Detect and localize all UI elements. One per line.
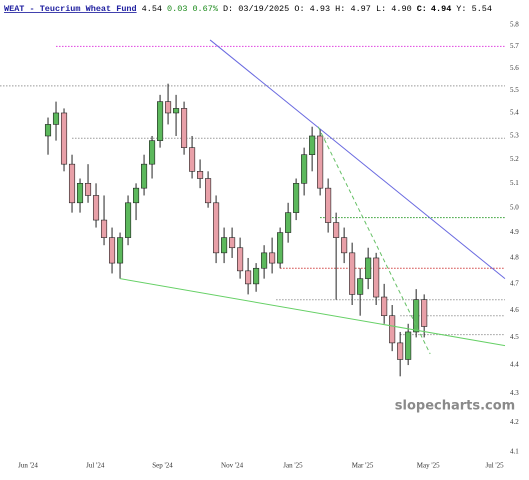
candle-body <box>381 296 388 317</box>
candle-body <box>365 257 372 279</box>
candle-body <box>293 183 300 213</box>
y-tick-label: 4.5 <box>510 333 519 341</box>
x-tick-label: Jan '25 <box>283 462 303 470</box>
candle-body <box>189 147 196 172</box>
y-tick-label: 4.1 <box>510 448 519 456</box>
x-tick-label: Sep '24 <box>152 462 173 470</box>
y-tick-label: 5.0 <box>510 203 519 211</box>
watermark: slopecharts.com <box>395 399 515 414</box>
candle-body <box>149 140 156 165</box>
candle-body <box>173 108 180 114</box>
candle-body <box>269 252 276 264</box>
y-tick-label: 4.6 <box>510 306 519 314</box>
candle-body <box>309 135 316 155</box>
candle-body <box>301 154 308 184</box>
y-tick-label: 4.8 <box>510 254 519 262</box>
candle-body <box>60 112 68 165</box>
x-tick-label: May '25 <box>417 462 440 470</box>
candle-body <box>92 195 100 221</box>
change: 0.03 <box>167 4 187 14</box>
y-tick-label: 5.6 <box>510 64 519 72</box>
candle-body <box>397 342 404 360</box>
candle-body <box>245 270 252 285</box>
candle-body <box>325 187 332 223</box>
candle-body <box>221 237 228 254</box>
y-tick-label: 4.3 <box>510 389 519 397</box>
close: 4.94 <box>431 4 451 14</box>
extra: Y: 5.54 <box>456 4 492 14</box>
y-tick-label: 5.3 <box>510 132 519 140</box>
last: 4.54 <box>142 4 162 14</box>
candle-body <box>357 278 364 295</box>
candle-body <box>125 202 132 238</box>
candle-body <box>84 183 92 196</box>
candle-body <box>229 237 236 249</box>
y-tick-label: 5.4 <box>510 109 519 117</box>
candle-body <box>108 237 116 264</box>
y-tick-label: 5.7 <box>510 42 519 50</box>
candle-body <box>76 183 84 204</box>
candle-body <box>237 247 244 272</box>
candle-body <box>44 124 52 137</box>
change-pct: 0.67% <box>192 4 218 14</box>
y-tick-label: 5.1 <box>510 179 519 187</box>
candle-body <box>205 178 212 204</box>
x-tick-label: Jul '25 <box>486 462 505 470</box>
y-tick-label: 5.5 <box>510 86 519 94</box>
candle-body <box>213 202 220 254</box>
quote-info: D: 03/19/2025 O: 4.93 H: 4.97 L: 4.90 <box>223 4 412 14</box>
candle-body <box>68 163 76 204</box>
y-tick-label: 4.9 <box>510 228 519 236</box>
y-tick-label: 5.8 <box>510 21 519 29</box>
candle-body <box>389 315 396 344</box>
trend-line <box>317 126 431 355</box>
candle-body <box>253 267 260 285</box>
plot-area <box>0 39 506 377</box>
x-tick-label: Nov '24 <box>221 462 244 470</box>
header: WEAT - Teucrium Wheat Fund 4.54 0.03 0.67% D… <box>4 4 492 14</box>
y-tick-label: 5.2 <box>510 155 519 163</box>
candle-body <box>277 232 284 264</box>
candle-body <box>405 331 412 360</box>
candle-body <box>413 299 420 333</box>
candle-body <box>197 171 204 179</box>
candle-body <box>100 219 108 238</box>
x-tick-label: Mar '25 <box>352 462 374 470</box>
candle-body <box>116 237 124 264</box>
candle-body <box>133 187 140 204</box>
trend-line <box>119 278 506 347</box>
candle-body <box>157 101 164 141</box>
y-tick-label: 4.2 <box>510 418 519 426</box>
x-tick-label: Jun '24 <box>18 462 38 470</box>
candle-body <box>261 252 268 269</box>
trend-line <box>209 39 506 280</box>
y-tick-label: 4.7 <box>510 279 519 287</box>
close-key: C: <box>417 4 427 14</box>
x-tick-label: Jul '24 <box>86 462 105 470</box>
candle-body <box>285 212 292 233</box>
candle-body <box>349 252 356 295</box>
candle-body <box>165 101 172 114</box>
candle-body <box>341 237 348 254</box>
candle-body <box>52 112 60 125</box>
ticker-title[interactable]: WEAT - Teucrium Wheat Fund <box>4 4 137 14</box>
candle-body <box>317 135 324 189</box>
candle-body <box>421 299 428 327</box>
y-tick-label: 4.4 <box>510 361 519 369</box>
candle-body <box>373 257 380 298</box>
candle-body <box>333 222 340 238</box>
candle-body <box>141 163 148 189</box>
candle-body <box>181 108 188 148</box>
